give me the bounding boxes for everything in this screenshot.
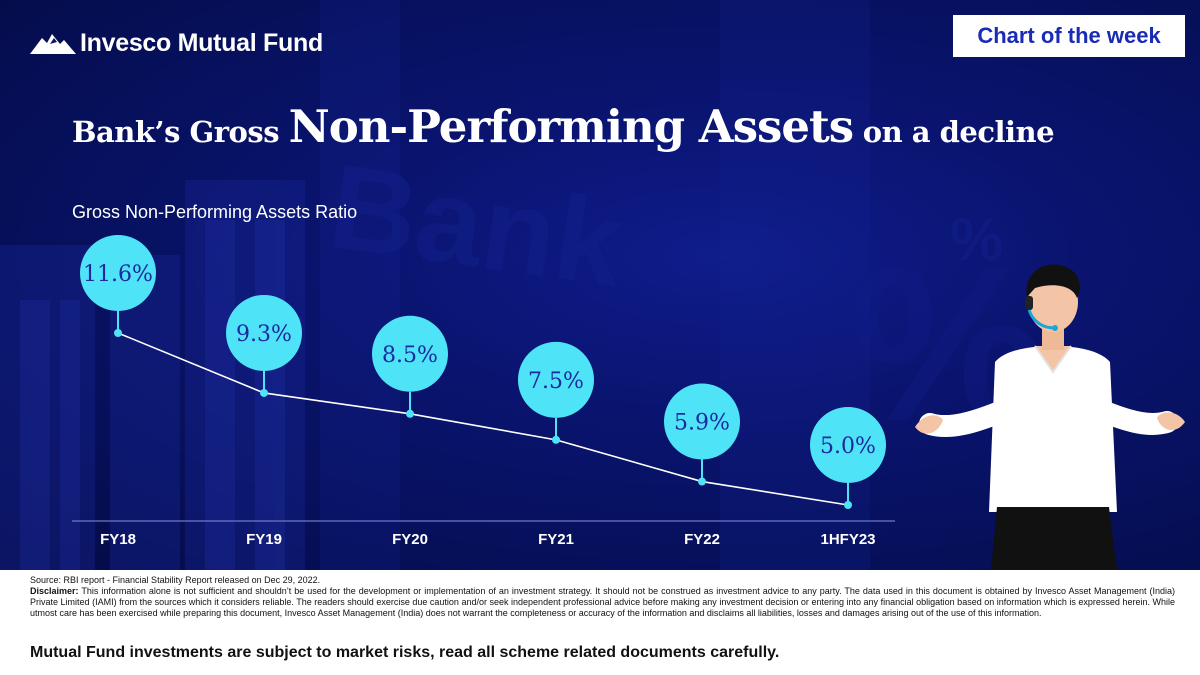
series-line [117, 332, 849, 506]
page-headline: Bank’s Gross Non-Performing Assets on a … [72, 100, 1172, 153]
data-point [260, 388, 268, 397]
value-bubble [810, 406, 886, 483]
value-bubble [226, 294, 302, 371]
data-point [844, 500, 852, 509]
x-tick-label: FY22 [684, 531, 720, 548]
presenter-with-headset-illustration [915, 264, 1185, 570]
x-tick-label: FY19 [246, 531, 282, 548]
source-note: Source: RBI report - Financial Stability… [30, 575, 321, 585]
chart-of-the-week-badge: Chart of the week [953, 15, 1185, 57]
value-bubble [80, 235, 156, 311]
mountain-logo-icon [30, 34, 76, 54]
data-point [552, 435, 560, 444]
footer: Source: RBI report - Financial Stability… [30, 575, 1175, 619]
data-point [406, 409, 414, 418]
value-bubble [372, 315, 448, 392]
brand-name: Invesco Mutual Fund [80, 28, 323, 57]
value-bubble [664, 383, 740, 460]
data-label: 8.5% [382, 343, 438, 368]
hero-banner: Bank % % Invesco Mutual Fund Chart of th… [0, 0, 1200, 570]
data-label: 11.6% [83, 262, 153, 287]
chart-title: Gross Non-Performing Assets Ratio [72, 202, 358, 222]
data-label: 5.9% [674, 411, 730, 436]
x-tick-label: FY18 [100, 531, 136, 548]
x-tick-label: FY20 [392, 531, 428, 548]
data-point [698, 477, 706, 486]
data-label: 9.3% [236, 322, 292, 347]
x-tick-label: FY21 [538, 531, 574, 548]
headline-part-3: on a decline [853, 115, 1055, 149]
risk-statement: Mutual Fund investments are subject to m… [30, 644, 780, 661]
x-tick-label: 1HFY23 [820, 531, 875, 548]
npa-line-chart: 11.6% 9.3% 8.5% 7.5% 5.9% 5.0% FY18 FY19 FY20 FY… [72, 235, 895, 548]
data-point [114, 329, 122, 337]
data-label: 7.5% [528, 369, 584, 394]
brand-logo-lockup: Invesco Mutual Fund [30, 28, 323, 58]
value-bubble [518, 341, 594, 418]
disclaimer-note: Disclaimer: This information alone is no… [30, 586, 1175, 618]
headline-part-1: Bank’s Gross [72, 115, 289, 149]
headline-part-2: Non-Performing Assets [288, 100, 854, 153]
data-label: 5.0% [820, 434, 876, 459]
svg-text:%: % [950, 206, 1003, 273]
